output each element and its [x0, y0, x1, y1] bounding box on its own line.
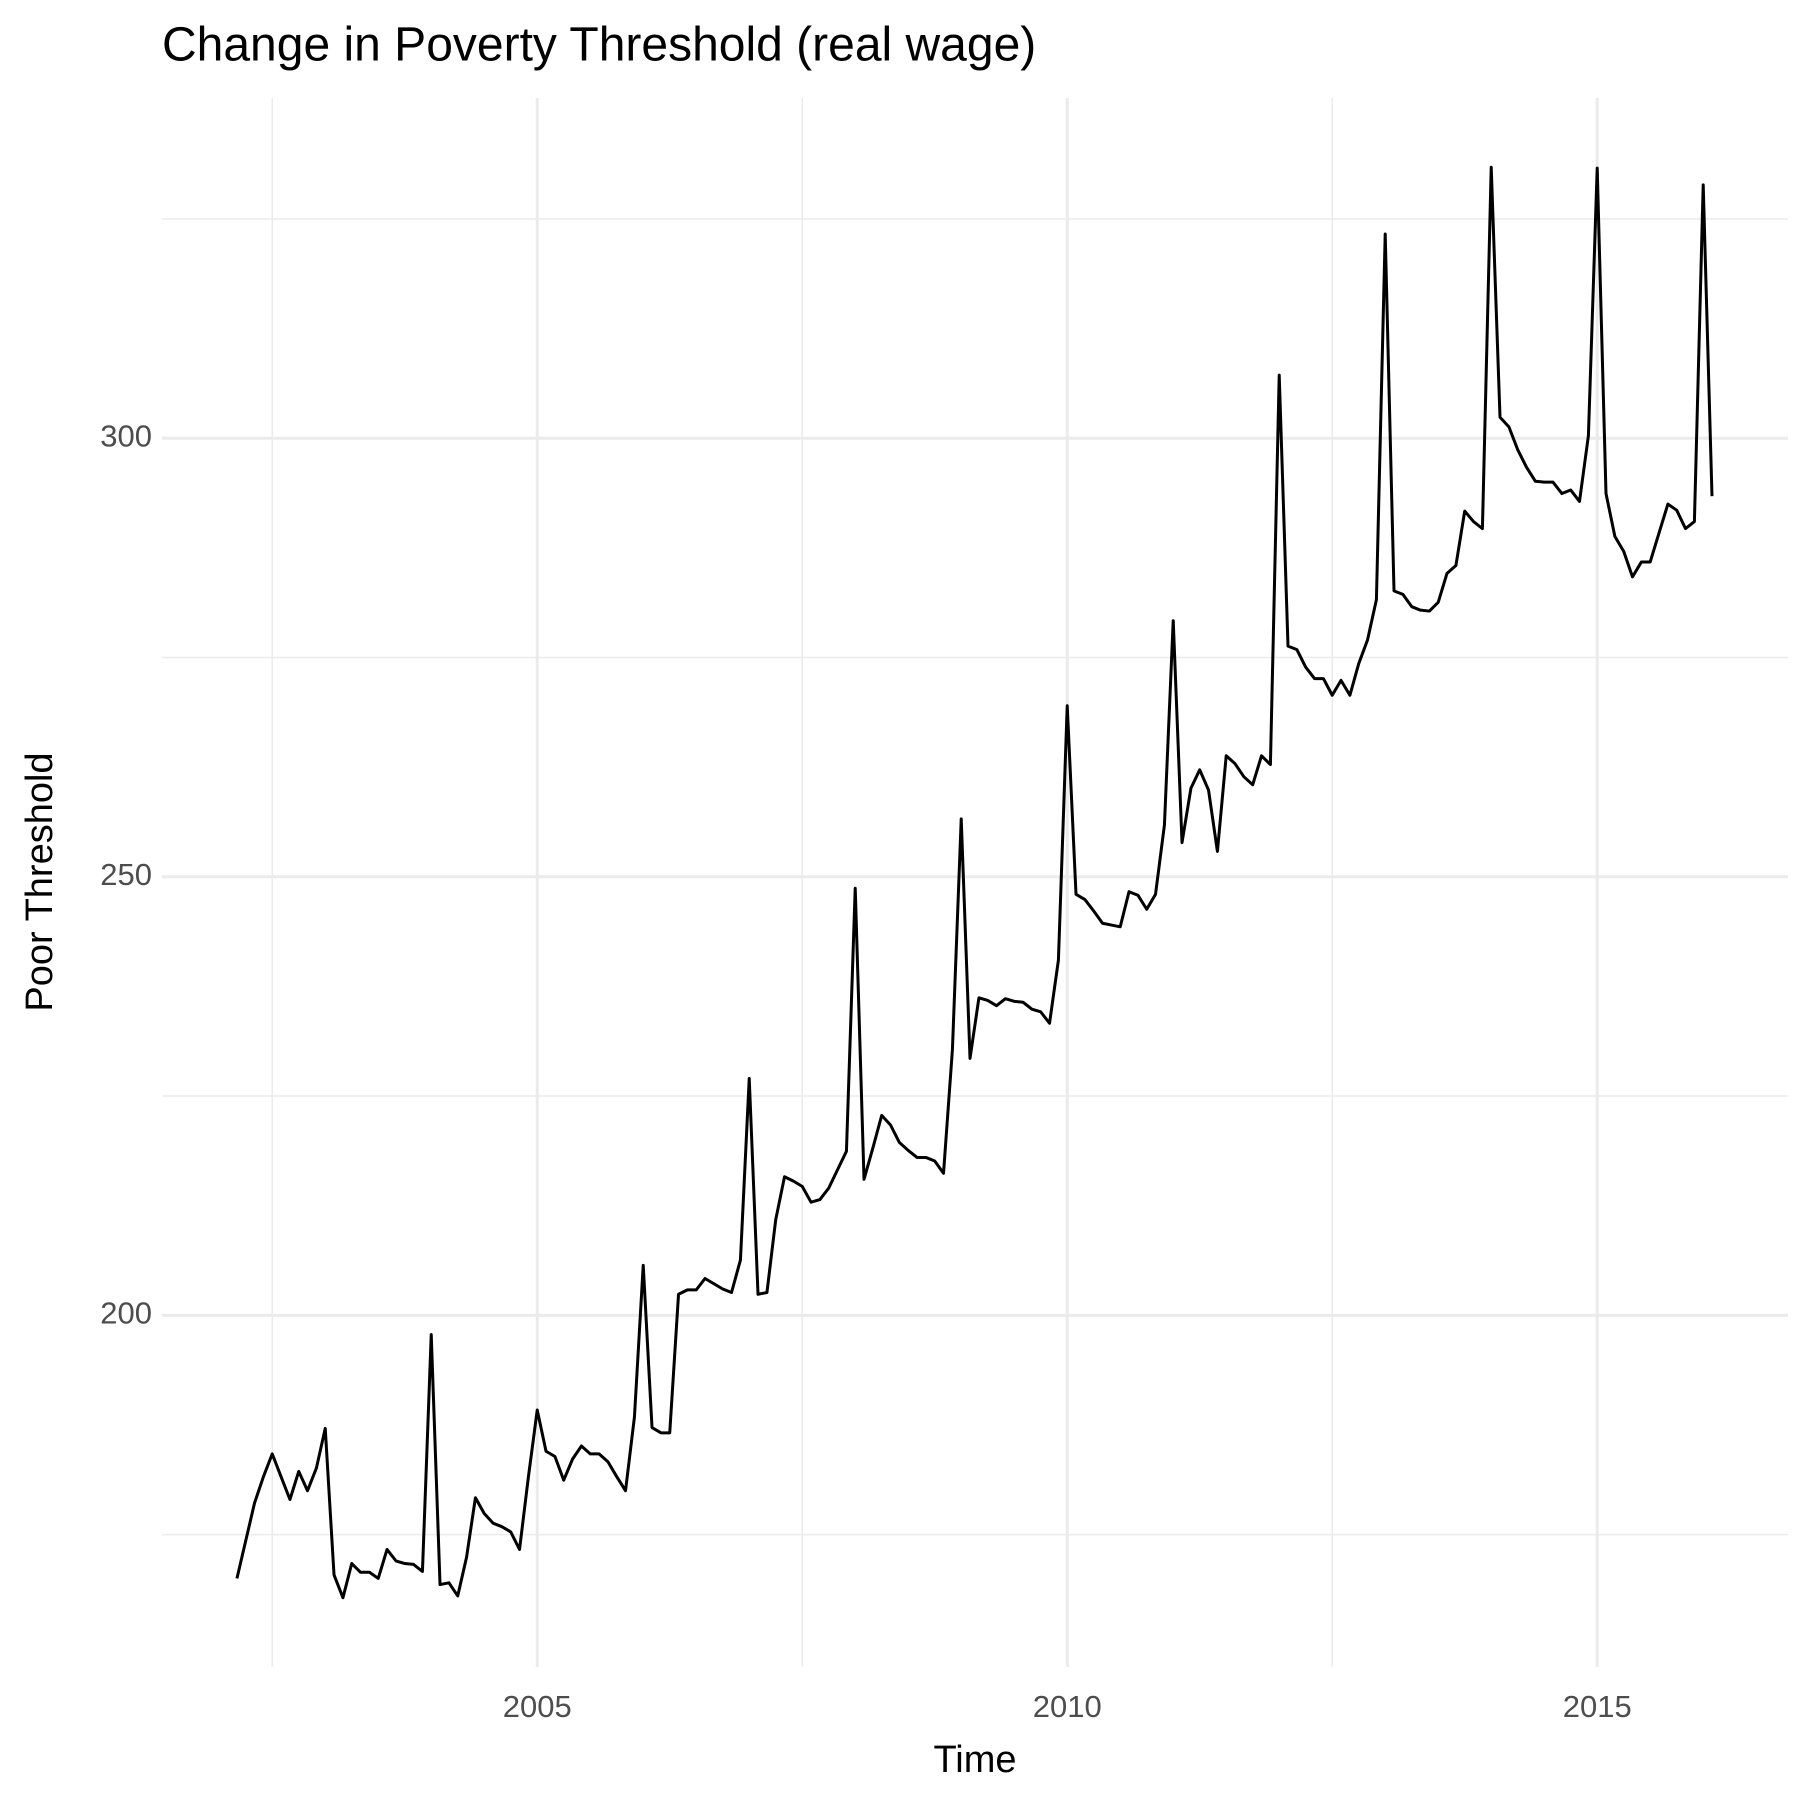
y-tick-label: 200: [100, 1296, 152, 1331]
x-axis-title: Time: [933, 1739, 1016, 1781]
y-tick-label: 300: [100, 418, 152, 453]
y-axis-title: Poor Threshold: [19, 752, 61, 1011]
x-tick-label: 2005: [503, 1689, 572, 1724]
x-tick-label: 2015: [1563, 1689, 1632, 1724]
data-line: [235, 165, 1714, 1600]
y-tick-label: 250: [100, 857, 152, 892]
x-tick-label: 2010: [1033, 1689, 1102, 1724]
chart-title: Change in Poverty Threshold (real wage): [162, 19, 1036, 72]
